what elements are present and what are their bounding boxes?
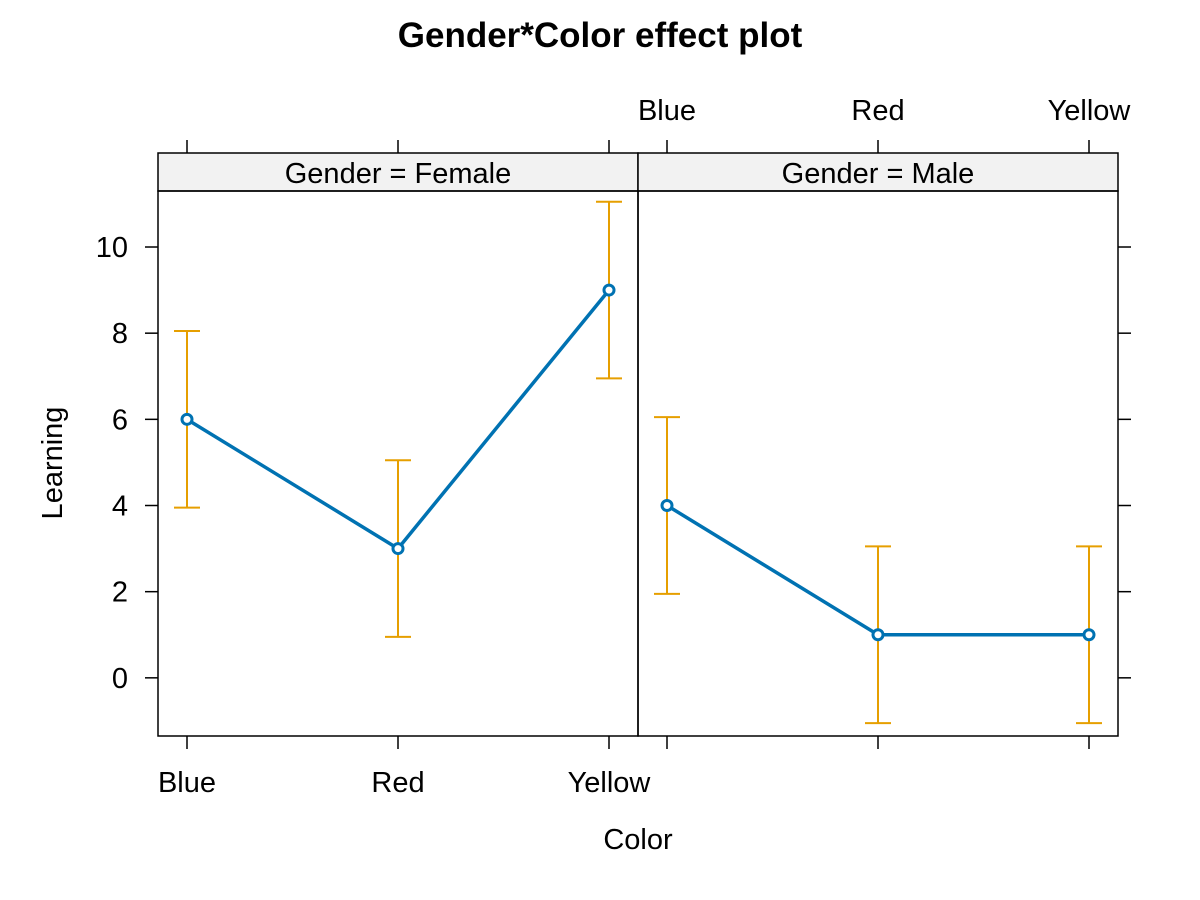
x-tick-label: Yellow	[568, 767, 652, 799]
data-point	[180, 412, 194, 426]
x-tick-label-top: Red	[851, 95, 904, 127]
y-tick-label: 4	[112, 491, 128, 523]
y-tick-label: 6	[112, 404, 128, 436]
y-tick-label: 0	[112, 663, 128, 695]
data-point	[602, 283, 616, 297]
data-point	[391, 542, 405, 556]
x-axis-label: Color	[603, 824, 673, 856]
strip-background	[157, 152, 639, 192]
strip-background	[637, 152, 1119, 192]
y-axis-label: Learning	[37, 407, 69, 520]
y-tick-label: 8	[112, 318, 128, 350]
x-tick-label-top: Yellow	[1048, 95, 1132, 127]
x-tick-label: Blue	[158, 767, 216, 799]
y-tick-label: 2	[112, 577, 128, 609]
x-tick-label: Red	[371, 767, 424, 799]
chart-title: Gender*Color effect plot	[398, 16, 803, 55]
data-point	[1082, 628, 1096, 642]
strip-label: Gender = Male	[782, 158, 975, 190]
data-point	[871, 628, 885, 642]
y-tick-label: 10	[96, 232, 128, 264]
data-point	[660, 499, 674, 513]
strip-label: Gender = Female	[285, 158, 511, 190]
x-tick-label-top: Blue	[638, 95, 696, 127]
